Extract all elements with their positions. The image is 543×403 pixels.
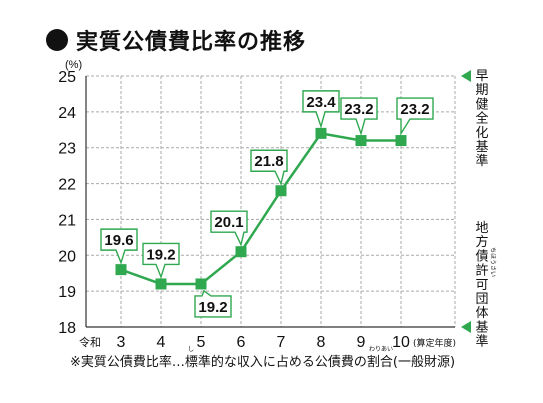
x-tick-label-4: 4 bbox=[157, 334, 166, 351]
threshold-ruby-1: ちほうさい bbox=[489, 247, 496, 277]
data-label-text: 23.4 bbox=[306, 94, 336, 111]
data-label-4: 19.2 bbox=[142, 242, 180, 280]
data-point-5 bbox=[195, 278, 207, 290]
data-label-box bbox=[302, 90, 340, 129]
y-unit-label: (%) bbox=[65, 59, 82, 71]
threshold-marker-0 bbox=[461, 70, 471, 82]
data-labels: 19.6 19.2 19.2 20.1 21.8 23.4 23.2 23.2 bbox=[100, 90, 434, 318]
data-label-text: 21.8 bbox=[254, 153, 283, 170]
data-point-7 bbox=[275, 185, 287, 197]
x-tick-label-9: 9 bbox=[357, 334, 366, 351]
data-point-6 bbox=[235, 246, 247, 258]
data-label-text: 23.2 bbox=[400, 101, 429, 118]
threshold-label-char: 早 bbox=[475, 69, 488, 84]
data-label-10: 23.2 bbox=[396, 97, 434, 136]
threshold-label-char: 健 bbox=[475, 97, 488, 112]
y-tick-label-23: 23 bbox=[58, 141, 76, 158]
x-tick-label-10: 10 bbox=[392, 334, 410, 351]
threshold-label-char: 全 bbox=[475, 111, 488, 127]
data-label-box bbox=[396, 97, 434, 136]
x-tick-label-5: 5 bbox=[197, 334, 206, 351]
footnote: ※実質公債費比率…標準的な収入に占める公債費の割合(一般財源) bbox=[70, 355, 456, 370]
threshold-label-char: 団 bbox=[475, 292, 488, 307]
data-point-4 bbox=[155, 278, 167, 290]
data-label-box bbox=[142, 242, 180, 280]
data-label-3: 19.6 bbox=[100, 228, 138, 265]
x-tick-label-6: 6 bbox=[237, 334, 246, 351]
chart-title: 実質公債費比率の推移 bbox=[76, 30, 307, 55]
y-tick-label-24: 24 bbox=[58, 105, 76, 122]
threshold-label-char: 基 bbox=[475, 320, 488, 335]
chart-title-row: 実質公債費比率の推移 bbox=[46, 24, 306, 56]
threshold-label-1: 地方債許可団体基準 bbox=[475, 221, 488, 350]
y-tick-label-19: 19 bbox=[58, 284, 76, 301]
data-label-7: 21.8 bbox=[250, 149, 288, 186]
y-tick-label-20: 20 bbox=[58, 248, 76, 265]
data-point-10 bbox=[395, 135, 407, 147]
footnote-ruby-wariai: わりあい bbox=[369, 346, 393, 353]
threshold-label-char: 方 bbox=[475, 234, 488, 250]
y-tick-label-25: 25 bbox=[58, 69, 76, 86]
threshold-label-char: 準 bbox=[475, 334, 488, 350]
title-bullet-icon bbox=[46, 29, 68, 51]
data-label-box bbox=[250, 149, 288, 186]
threshold-marker-1 bbox=[461, 321, 471, 333]
data-point-9 bbox=[355, 135, 367, 147]
data-label-text: 19.2 bbox=[198, 299, 227, 316]
threshold-label-char: 体 bbox=[475, 306, 488, 321]
x-axis-suffix: (算定年度) bbox=[413, 337, 456, 349]
data-label-text: 20.1 bbox=[214, 214, 243, 231]
data-label-8: 23.4 bbox=[302, 90, 340, 129]
y-tick-label-18: 18 bbox=[58, 320, 76, 337]
data-point-8 bbox=[315, 127, 327, 139]
data-label-text: 23.2 bbox=[344, 101, 373, 118]
data-label-9: 23.2 bbox=[340, 97, 378, 136]
x-era-label: 令和 bbox=[79, 335, 101, 349]
y-tick-label-22: 22 bbox=[58, 177, 76, 194]
threshold-label-char: 許 bbox=[475, 264, 488, 279]
threshold-label-char: 期 bbox=[475, 83, 488, 98]
x-tick-label-3: 3 bbox=[117, 334, 126, 351]
threshold-label-char: 可 bbox=[475, 278, 488, 293]
threshold-label-char: 債 bbox=[475, 249, 488, 264]
data-label-box bbox=[194, 289, 232, 318]
footnote-ruby-shi: し bbox=[188, 346, 194, 353]
x-tick-label-8: 8 bbox=[317, 334, 326, 351]
threshold-label-char: 化 bbox=[475, 126, 488, 141]
x-tick-label-7: 7 bbox=[277, 334, 286, 351]
series-line bbox=[120, 131, 401, 286]
data-label-box bbox=[100, 228, 138, 265]
axes: 18 19 20 21 22 23 24 25(%) 3 4 5 6 7 8 9 10 令和 (算定年度) bbox=[58, 59, 456, 351]
threshold-label-char: 地 bbox=[475, 221, 488, 236]
data-label-box bbox=[210, 210, 248, 247]
data-label-5: 19.2 bbox=[194, 289, 232, 318]
threshold-label-0: 早期健全化基準 bbox=[475, 69, 488, 169]
y-tick-label-21: 21 bbox=[58, 212, 76, 229]
threshold-label-char: 基 bbox=[475, 140, 488, 155]
data-label-6: 20.1 bbox=[210, 210, 248, 247]
data-label-box bbox=[340, 97, 378, 136]
data-label-text: 19.6 bbox=[104, 232, 133, 249]
data-label-text: 19.2 bbox=[146, 246, 175, 263]
series-19-6-to-23-2 bbox=[115, 127, 407, 290]
threshold-label-char: 準 bbox=[475, 153, 488, 169]
data-point-3 bbox=[115, 264, 127, 276]
